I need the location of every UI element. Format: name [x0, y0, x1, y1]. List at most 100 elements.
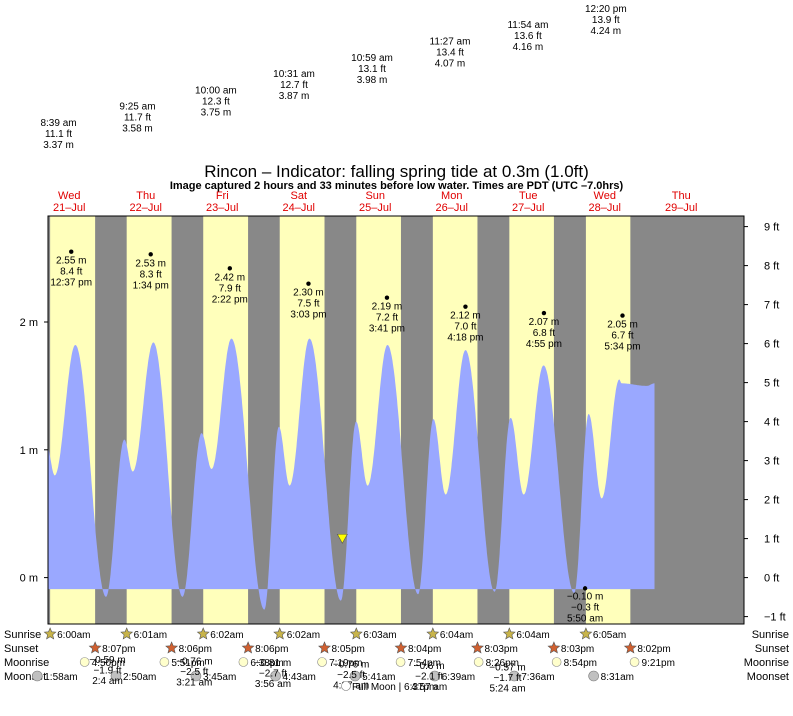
day-label-date: 26–Jul — [436, 202, 468, 214]
high-tide-top-ft: 12.3 ft — [202, 96, 230, 107]
moonrise-icon — [551, 657, 562, 667]
right-axis-tick-label: 3 ft — [764, 456, 779, 468]
high-tide-top-m: 3.98 m — [357, 75, 388, 86]
high-tide-top-time: 10:00 am — [195, 85, 237, 96]
sunset-icon — [547, 641, 561, 654]
low-tide-label: −0.81 m — [255, 658, 291, 669]
day-label-date: 23–Jul — [206, 202, 238, 214]
day-label-dow: Wed — [594, 190, 616, 202]
moonset-icon — [588, 670, 599, 682]
low-tide-label: −0.76 m — [333, 660, 369, 671]
high-tide-top-m: 3.87 m — [279, 91, 310, 102]
sunrise-time: 6:00am — [57, 630, 90, 641]
high-tide-top-time: 9:25 am — [119, 102, 155, 113]
high-tide-time: 3:03 pm — [290, 310, 326, 321]
sunset-time: 8:07pm — [102, 644, 135, 655]
right-axis-tick-label: 9 ft — [764, 222, 779, 234]
right-axis-tick-label: 7 ft — [764, 300, 779, 312]
high-tide-time: 5:34 pm — [604, 342, 640, 353]
moonrise-time: 8:26pm — [486, 658, 519, 669]
right-axis-tick-label: 1 ft — [764, 534, 779, 546]
high-tide-top-time: 11:54 am — [507, 20, 548, 31]
moonset-time: 3:45am — [203, 672, 236, 683]
low-tide-label: −2.1 ft — [415, 672, 443, 683]
sunset-time: 8:05pm — [332, 644, 365, 655]
high-tide-height-m: 2.19 m — [372, 302, 403, 313]
row-label-right: Moonset — [747, 671, 789, 683]
high-tide-top-ft: 13.4 ft — [436, 48, 464, 59]
row-label-left: Sunrise — [4, 629, 41, 641]
high-tide-height-ft: 8.4 ft — [60, 267, 82, 278]
sunrise-time: 6:05am — [593, 630, 626, 641]
low-tide-label: −1.9 ft — [93, 666, 121, 677]
high-tide-top-time: 10:59 am — [351, 53, 393, 64]
moonrise-time: 9:21pm — [642, 658, 675, 669]
left-axis-tick-label: 1 m — [20, 445, 38, 457]
sunset-icon — [318, 641, 331, 654]
high-tide-height-ft: 7.2 ft — [376, 313, 398, 324]
sunset-icon — [394, 641, 408, 654]
day-label-dow: Thu — [136, 190, 155, 202]
moonset-time: 4:43am — [283, 672, 316, 683]
high-tide-time: 12:37 pm — [50, 278, 92, 289]
low-tide-label: −0.6 m — [414, 661, 445, 672]
high-tide-height-ft: 6.7 ft — [611, 331, 633, 342]
day-label-date: 29–Jul — [665, 202, 697, 214]
high-tide-top-m: 3.75 m — [201, 107, 232, 118]
high-tide-top-ft: 11.7 ft — [124, 113, 151, 124]
high-tide-top-m: 3.37 m — [43, 140, 74, 151]
indicator-marker — [336, 533, 348, 544]
day-label-dow: Sun — [365, 190, 385, 202]
day-label-dow: Wed — [58, 190, 80, 202]
moonrise-time: 6:38pm — [250, 658, 283, 669]
row-label-left: Sunset — [4, 643, 38, 655]
sunrise-time: 6:01am — [134, 630, 167, 641]
moonset-icon — [508, 670, 520, 682]
high-tide-top-ft: 13.1 ft — [358, 64, 386, 75]
sunset-time: 8:03pm — [484, 644, 517, 655]
right-axis-tick-label: 0 ft — [764, 573, 779, 585]
high-tide-top-m: 4.16 m — [513, 42, 544, 53]
sunrise-time: 6:04am — [440, 630, 473, 641]
day-label-date: 24–Jul — [283, 202, 315, 214]
high-tide-height-m: 2.53 m — [135, 258, 166, 269]
high-tide-top-time: 10:31 am — [273, 69, 315, 80]
chart-title: Rincon – Indicator: falling spring tide … — [204, 162, 589, 181]
sunrise-icon — [273, 627, 287, 640]
moonrise-icon — [395, 657, 406, 667]
moonrise-time: 4:50pm — [92, 658, 125, 669]
low-tide-marker — [582, 586, 588, 591]
day-label-date: 28–Jul — [589, 202, 621, 214]
sunset-time: 8:03pm — [561, 644, 594, 655]
high-tide-time: 4:18 pm — [447, 333, 483, 344]
row-label-right: Sunset — [755, 643, 789, 655]
high-tide-time: 2:22 pm — [212, 294, 248, 305]
moonset-icon — [349, 670, 361, 682]
right-axis-tick-label: 4 ft — [764, 417, 779, 429]
low-tide-height-ft: −0.3 ft — [571, 602, 599, 613]
day-label-dow: Mon — [441, 190, 462, 202]
sunrise-icon — [426, 627, 440, 640]
day-label-date: 27–Jul — [512, 202, 544, 214]
low-tide-height-m: −0.10 m — [567, 591, 603, 602]
high-tide-height-m: 2.05 m — [607, 320, 638, 331]
high-tide-height-m: 2.55 m — [56, 256, 87, 267]
day-label-dow: Tue — [519, 190, 538, 202]
sunset-time: 8:04pm — [408, 644, 441, 655]
low-tide-label: −0.57 m — [489, 663, 525, 674]
left-axis-tick-label: 0 m — [20, 573, 38, 585]
day-label-dow: Sat — [290, 190, 307, 202]
high-tide-marker — [541, 310, 547, 316]
moonset-time: 8:31am — [601, 672, 634, 683]
high-tide-time: 4:55 pm — [526, 339, 562, 350]
low-tide-label: −2.5 ft — [337, 670, 365, 681]
sunset-icon — [623, 641, 637, 654]
high-tide-marker — [227, 266, 233, 271]
sunrise-time: 6:02am — [287, 630, 320, 641]
sunset-time: 8:06pm — [255, 644, 288, 655]
high-tide-top-ft: 11.1 ft — [45, 129, 72, 140]
chart-subtitle: Image captured 2 hours and 33 minutes be… — [170, 180, 624, 192]
sunrise-icon — [43, 627, 57, 640]
high-tide-height-m: 2.07 m — [529, 317, 560, 328]
high-tide-top-m: 4.07 m — [435, 59, 466, 70]
